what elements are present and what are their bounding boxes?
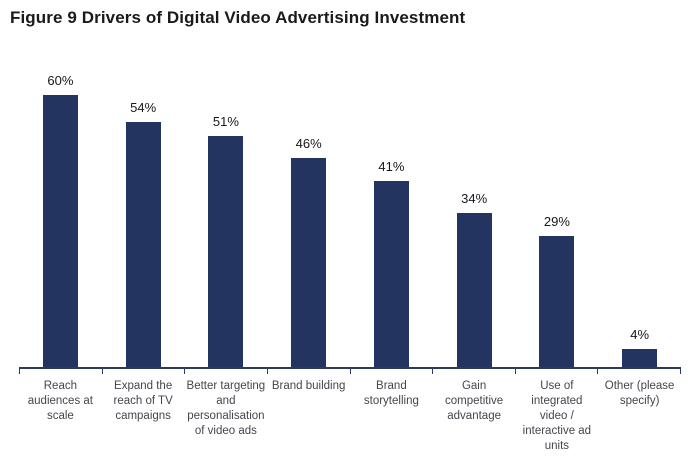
category-label: Brand building — [271, 380, 346, 392]
axis-tick — [266, 369, 350, 374]
axis-tick — [19, 369, 102, 374]
bar — [291, 158, 327, 367]
category-label: Use of integrated video / interactive ad… — [522, 380, 592, 452]
axis-tick — [184, 369, 267, 374]
bar-value-label: 34% — [461, 191, 488, 206]
bar-group: 41% — [350, 159, 433, 367]
bar-group: 60% — [19, 73, 102, 367]
category-label: Better targeting and personalisation of … — [186, 380, 266, 437]
bar-group: 34% — [433, 191, 516, 367]
x-axis-labels: Reach audiences at scale Expand the reach… — [19, 379, 681, 454]
bar-value-label: 46% — [295, 136, 322, 151]
bar-value-label: 51% — [212, 114, 239, 129]
bar-value-label: 60% — [47, 73, 74, 88]
bar-group: 54% — [102, 100, 185, 367]
bar-group: 29% — [516, 214, 599, 367]
category-label: Reach audiences at scale — [27, 380, 93, 422]
category-label: Expand the reach of TV campaigns — [113, 380, 173, 422]
category-label: Brand storytelling — [363, 380, 419, 407]
axis-tick — [432, 369, 515, 374]
bar-value-label: 29% — [543, 214, 570, 229]
bar — [539, 236, 575, 367]
bar-value-label: 54% — [130, 100, 157, 115]
category-label: Gain competitive advantage — [445, 380, 504, 422]
bar-group: 46% — [267, 136, 350, 367]
bar-chart: 60% 54% 51% 46% 41% 34% 29% 4% Reach audiences … — [19, 60, 681, 454]
bar-group: 4% — [598, 327, 681, 367]
bar — [208, 136, 244, 367]
figure-title: Figure 9 Drivers of Digital Video Advert… — [10, 8, 466, 27]
axis-tick — [349, 369, 433, 374]
bar-group: 51% — [185, 114, 268, 367]
bar — [42, 95, 78, 367]
bar — [125, 122, 161, 367]
axis-tick — [680, 369, 681, 374]
axis-tick — [597, 369, 680, 374]
bar-value-label: 4% — [630, 327, 650, 342]
x-axis-line — [19, 367, 681, 369]
category-label: Other (please specify) — [604, 380, 675, 407]
axis-tick — [101, 369, 185, 374]
bar — [456, 213, 492, 367]
bar — [622, 349, 658, 367]
bars-area: 60% 54% 51% 46% 41% 34% 29% 4% — [19, 60, 681, 367]
bar — [373, 181, 409, 367]
axis-tick — [514, 369, 598, 374]
x-axis-ticks — [19, 369, 681, 374]
bar-value-label: 41% — [378, 159, 405, 174]
